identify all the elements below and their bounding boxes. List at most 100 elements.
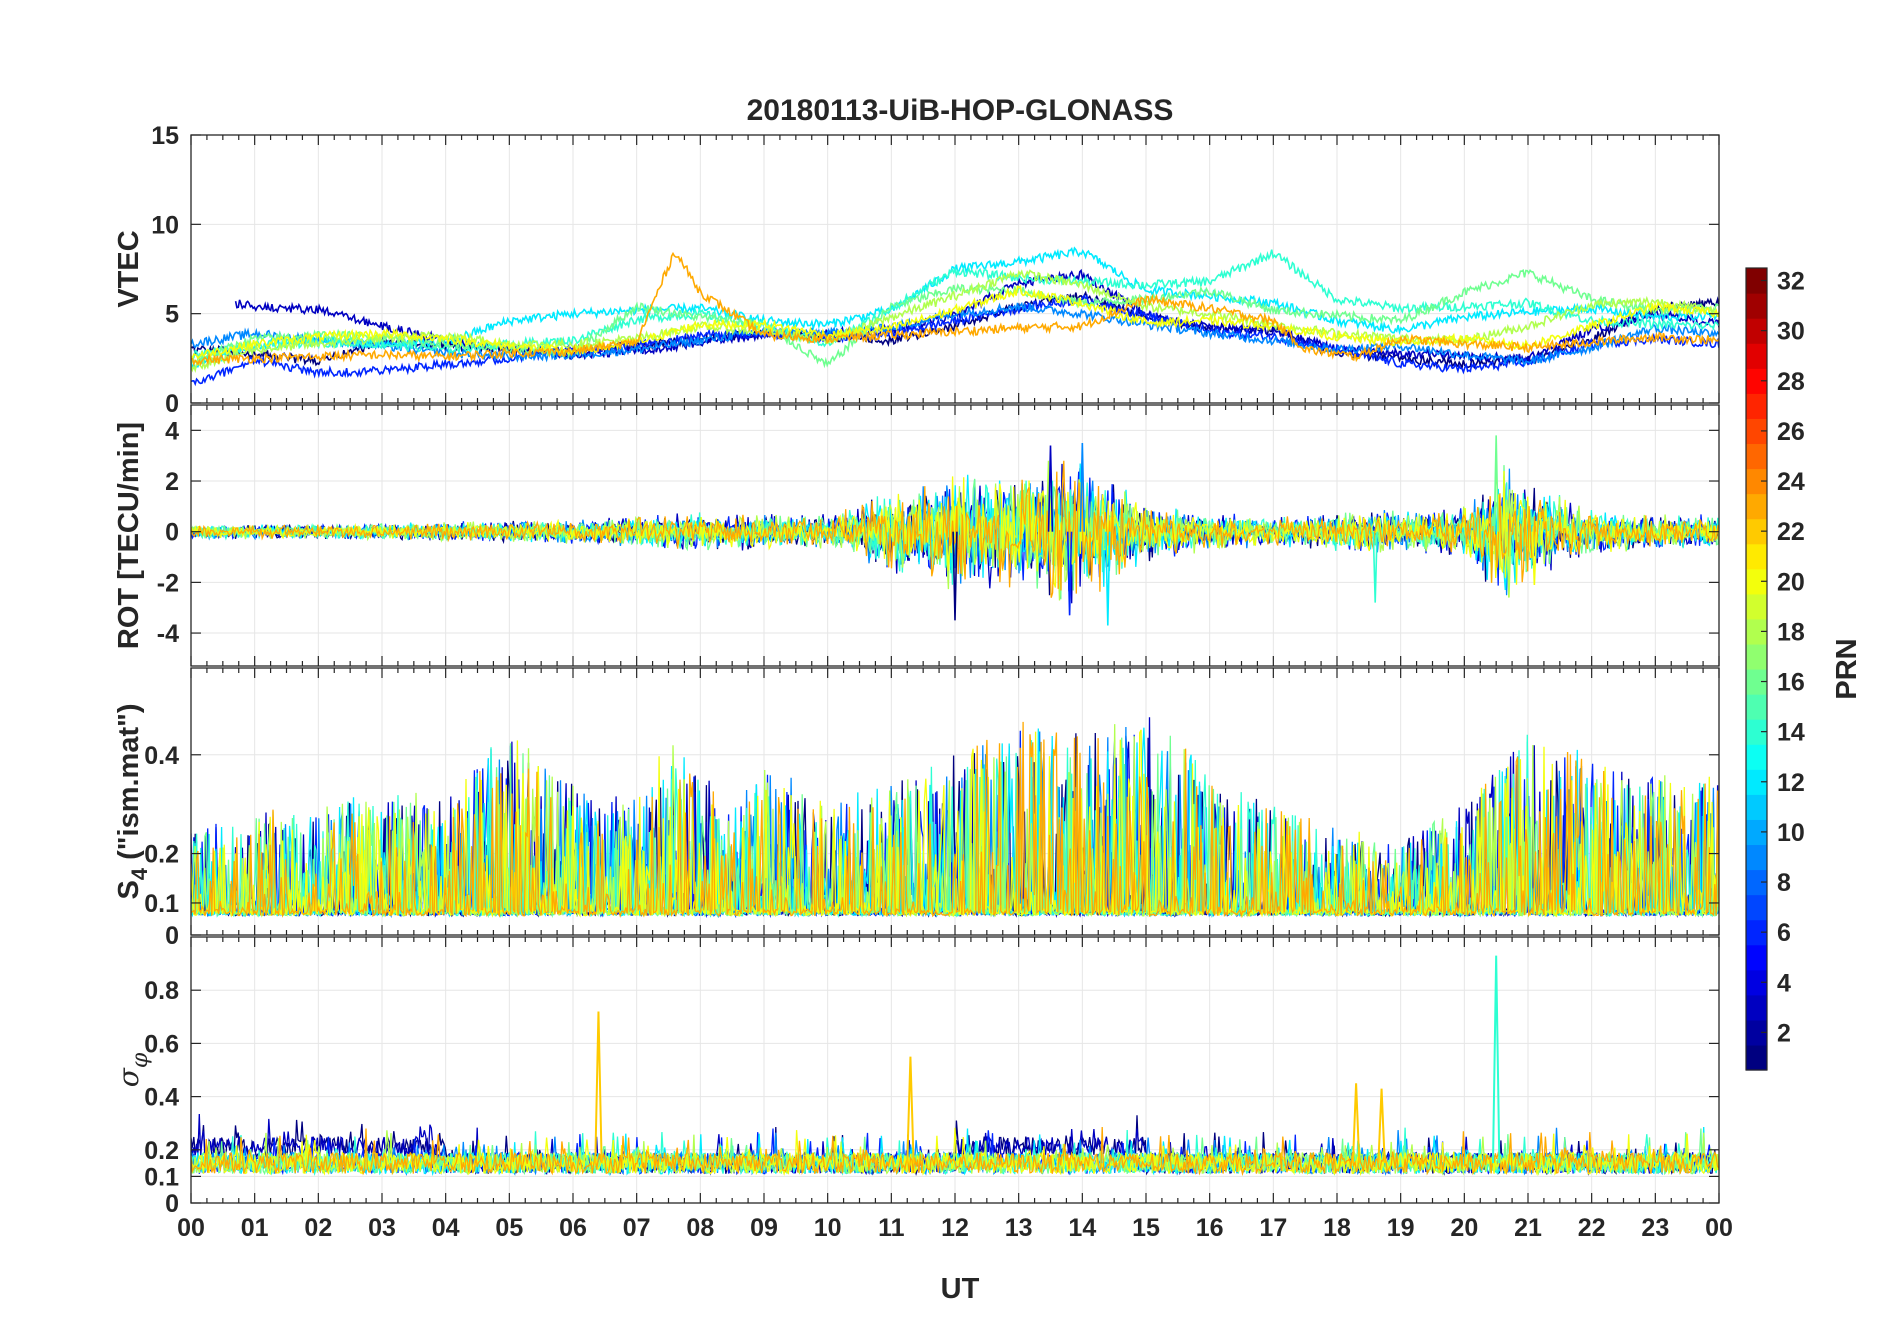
- rot-peak: [1493, 435, 1499, 532]
- colorbar-tick-label: 2: [1777, 1019, 1791, 1047]
- series-line-prn-16: [191, 268, 1719, 369]
- series-line-prn-6: [191, 293, 1719, 387]
- colorbar-segment: [1746, 894, 1767, 921]
- colorbar-segment: [1746, 769, 1767, 795]
- colorbar-segment: [1746, 719, 1767, 745]
- x-tick-label: 17: [1259, 1214, 1287, 1242]
- rot-peak: [1047, 445, 1054, 532]
- chart-title: 20180113-UiB-HOP-GLONASS: [747, 94, 1174, 127]
- x-ticks: [190, 937, 1720, 1203]
- x-tick-label: 06: [559, 1214, 587, 1242]
- colorbar-tick-label: 10: [1777, 819, 1805, 847]
- colorbar-tick-label: 22: [1777, 518, 1805, 546]
- y-tick-label: 4: [165, 417, 179, 445]
- panel-vtec: 0 5 10 15 VTEC: [113, 122, 1720, 418]
- y-tick-label: 0.1: [144, 1163, 179, 1191]
- series-line-prn-20: [191, 1127, 1719, 1177]
- x-tick-label: 19: [1387, 1214, 1415, 1242]
- rot-peak: [1372, 531, 1378, 603]
- x-ticks: [190, 405, 1720, 666]
- colorbar-segment: [1746, 819, 1767, 846]
- x-tick-label: 16: [1196, 1214, 1224, 1242]
- colorbar-tick-label: 12: [1777, 769, 1805, 797]
- colorbar-segment: [1746, 518, 1767, 545]
- y-tick-label: 2: [165, 468, 179, 496]
- colorbar-segment: [1746, 1019, 1767, 1046]
- panel-sigma_phi: 00.10.2 0.4 0.6 0.8 σφ: [112, 936, 1720, 1218]
- y-tick-label: 0.4: [144, 1084, 179, 1112]
- y-axis-label: VTEC: [113, 230, 145, 307]
- colorbar-segment: [1746, 568, 1767, 595]
- y-tick-label: 0.6: [144, 1030, 179, 1058]
- sigma-spike: [906, 1056, 915, 1164]
- colorbar-tick-label: 26: [1777, 418, 1805, 446]
- series-group: [191, 435, 1719, 626]
- y-tick-label: 0.1: [144, 890, 179, 918]
- series-line-prn-18: [191, 724, 1719, 918]
- sigma-spike: [1351, 1083, 1361, 1164]
- colorbar-label: PRN: [1831, 638, 1863, 699]
- y-tick-label: -2: [157, 569, 179, 597]
- colorbar-segment: [1746, 794, 1767, 820]
- x-tick-label: 11: [878, 1214, 905, 1242]
- series-line-prn-23: [191, 251, 1719, 367]
- colorbar-tick-label: 30: [1777, 318, 1805, 346]
- colorbar-segment: [1746, 543, 1767, 570]
- colorbar-segment: [1746, 919, 1767, 946]
- y-label-subscript: 4: [127, 867, 152, 880]
- y-label-main: S: [113, 880, 145, 899]
- x-tick-label: 22: [1578, 1214, 1606, 1242]
- y-axis-label: S4 ("ism.mat"): [113, 703, 152, 899]
- colorbar-tick-label: 20: [1777, 568, 1805, 596]
- series-line-prn-9: [191, 301, 1719, 367]
- y-tick-label: 0.4: [144, 742, 179, 770]
- x-tick-label: 01: [241, 1214, 269, 1242]
- colorbar-segment: [1746, 994, 1767, 1021]
- x-tick-label: 03: [368, 1214, 396, 1242]
- colorbar-segment: [1746, 694, 1767, 720]
- colorbar-tick-label: 16: [1777, 669, 1805, 697]
- x-tick-label: 02: [304, 1214, 332, 1242]
- x-tick-label: 04: [432, 1214, 460, 1242]
- colorbar-segment: [1746, 744, 1767, 770]
- rot-peak: [1531, 531, 1538, 585]
- rot-peak: [1105, 531, 1111, 626]
- x-tick-label: 10: [814, 1214, 842, 1242]
- y-axis-label: σφ: [112, 1052, 153, 1087]
- colorbar-segment: [1746, 844, 1767, 871]
- x-tick-label: 15: [1132, 1214, 1160, 1242]
- colorbar-segment: [1746, 368, 1767, 394]
- x-tick-label: 05: [495, 1214, 523, 1242]
- x-tick-label: 23: [1641, 1214, 1669, 1242]
- colorbar-segment: [1746, 343, 1767, 369]
- x-tick-label: 09: [750, 1214, 778, 1242]
- y-label-suffix: ("ism.mat"): [113, 703, 145, 867]
- colorbar-tick-label: 32: [1777, 268, 1805, 296]
- x-tick-label: 08: [686, 1214, 714, 1242]
- y-tick-label: 0.2: [144, 1137, 179, 1165]
- series-line-prn-20: [191, 284, 1719, 361]
- colorbar-segment: [1746, 643, 1767, 670]
- x-tick-label: 00: [177, 1214, 205, 1242]
- y-label-main: σ: [112, 1067, 145, 1087]
- colorbar-tick-label: 28: [1777, 368, 1805, 396]
- colorbar-tick-label: 6: [1777, 919, 1791, 947]
- colorbar-tick-label: 24: [1777, 468, 1805, 496]
- rot-peak: [1506, 531, 1512, 598]
- x-tick-label: 20: [1450, 1214, 1478, 1242]
- colorbar-segment: [1746, 969, 1767, 996]
- y-tick-label: 10: [151, 211, 179, 239]
- colorbar-segment: [1746, 669, 1767, 695]
- x-tick-label: 18: [1323, 1214, 1351, 1242]
- colorbar-segment: [1746, 443, 1767, 470]
- series-line-prn-1: [191, 290, 1719, 370]
- x-tick-label: 00: [1705, 1214, 1733, 1242]
- colorbar-segment: [1746, 493, 1767, 520]
- colorbar-segment: [1746, 293, 1767, 319]
- y-tick-label: 0: [165, 1190, 179, 1218]
- panel-s4: 00.10.20.4S4 ("ism.mat"): [113, 667, 1720, 950]
- colorbar-segment: [1746, 593, 1767, 620]
- y-tick-label: 0.8: [144, 977, 179, 1005]
